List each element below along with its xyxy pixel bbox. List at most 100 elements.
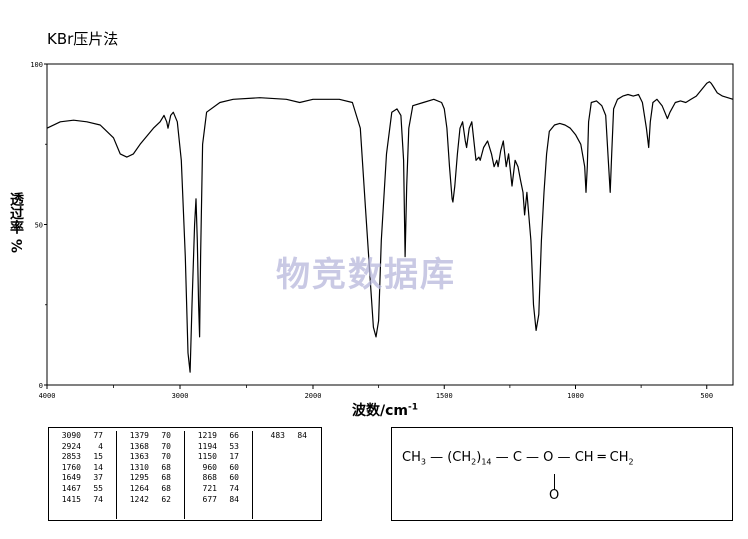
peak-table-row: 677 84: [185, 495, 252, 506]
peak-wavenumber: 1649: [61, 473, 81, 483]
spectrum-series: [46, 81, 734, 373]
peak-table-row: 1295 68: [117, 473, 184, 484]
bond: —: [557, 450, 571, 465]
peak-wavenumber: 1150: [197, 452, 217, 462]
peak-table-row: 721 74: [185, 484, 252, 495]
peak-wavenumber: 868: [202, 473, 217, 483]
bond: —: [495, 450, 509, 465]
peak-table-column: 1219 66 1194 53 1150 17 960 60 868 60 721 74 677 84: [185, 431, 253, 519]
peak-transmittance: 74: [93, 494, 103, 504]
x-axis-unit-exponent: -1: [408, 402, 418, 413]
y-axis-label: 透过率 %: [8, 192, 28, 254]
vinyl-ch2: CH2: [609, 450, 634, 467]
peak-transmittance: 68: [161, 462, 171, 472]
peak-table-row: 1310 68: [117, 463, 184, 474]
peak-table-column: 1379 70 1368 70 1363 70 1310 68 1295 68 1264 68 1242…: [117, 431, 185, 519]
peak-wavenumber: 1467: [61, 483, 81, 493]
peak-table-column: 3090 77 2924 4 2853 15 1760 14 1649 37 1467 55 1415 7…: [49, 431, 117, 519]
peak-table-row: 1368 70: [117, 442, 184, 453]
peak-wavenumber: 1194: [197, 441, 217, 451]
double-bond: ═: [597, 450, 606, 465]
peak-wavenumber: 677: [202, 494, 217, 504]
peak-table-row: 1363 70: [117, 452, 184, 463]
peak-transmittance: 70: [161, 441, 171, 451]
carbonyl-double-bond: [554, 474, 556, 490]
x-axis-title: 波数/cm: [352, 403, 408, 419]
method-label: KBr压片法: [47, 30, 119, 48]
peak-wavenumber: 1242: [129, 494, 149, 504]
peak-table-row: 1379 70: [117, 431, 184, 442]
x-tick-label: 2000: [305, 392, 322, 400]
peak-table: 3090 77 2924 4 2853 15 1760 14 1649 37 1467 55 1415 7…: [48, 427, 322, 521]
peak-wavenumber: 1310: [129, 462, 149, 472]
peak-transmittance: 84: [297, 431, 307, 440]
watermark: 物竞数据库: [276, 255, 456, 295]
y-tick-label: 0: [39, 382, 43, 390]
peak-wavenumber: 1363: [129, 452, 149, 462]
plot-frame: [46, 63, 734, 386]
peak-wavenumber: 2853: [61, 452, 81, 462]
structure-box: CH3 — (CH2)14 — C — O — CH ═ CH2 O: [391, 427, 733, 521]
y-tick-label: 100: [30, 61, 43, 69]
peak-transmittance: 68: [161, 473, 171, 483]
peak-wavenumber: 960: [202, 462, 217, 472]
peak-transmittance: 53: [229, 441, 239, 451]
peak-transmittance: 37: [93, 473, 103, 483]
structural-formula: CH3 — (CH2)14 — C — O — CH ═ CH2: [402, 450, 634, 467]
peak-transmittance: 74: [229, 483, 239, 493]
peak-table-row: 1150 17: [185, 452, 252, 463]
peak-table-row: 868 60: [185, 473, 252, 484]
peak-table-row: 1219 66: [185, 431, 252, 442]
peak-wavenumber: 721: [202, 483, 217, 493]
y-axis-title: 透过率: [8, 192, 24, 234]
peak-table-row: 1467 55: [49, 484, 116, 495]
peak-wavenumber: 1379: [129, 431, 149, 440]
x-tick-label: 1000: [567, 392, 584, 400]
carbonyl-carbon: C: [512, 450, 522, 465]
peak-transmittance: 15: [93, 452, 103, 462]
carbonyl-oxygen: O: [549, 488, 560, 503]
peak-wavenumber: 1368: [129, 441, 149, 451]
peak-table-row: 1194 53: [185, 442, 252, 453]
peak-transmittance: 55: [93, 483, 103, 493]
peak-transmittance: 60: [229, 462, 239, 472]
x-tick-label: 3000: [172, 392, 189, 400]
peak-table-row: 1415 74: [49, 495, 116, 506]
peak-table-column: 483 84: [253, 431, 321, 519]
peak-table-row: 1242 62: [117, 495, 184, 506]
peak-transmittance: 70: [161, 431, 171, 440]
peak-table-row: 1760 14: [49, 463, 116, 474]
peak-table-row: 1649 37: [49, 473, 116, 484]
peak-transmittance: 62: [161, 494, 171, 504]
peak-wavenumber: 1264: [129, 483, 149, 493]
peak-transmittance: 17: [229, 452, 239, 462]
y-tick-label: 50: [35, 222, 43, 230]
vinyl-ch: CH: [574, 450, 594, 465]
peak-wavenumber: 2924: [61, 441, 81, 451]
x-tick-label: 1500: [436, 392, 453, 400]
methyl-group: CH3: [402, 450, 426, 467]
peak-table-row: 1264 68: [117, 484, 184, 495]
peak-table-row: 483 84: [253, 431, 321, 442]
axis-ticks: 4000 3000 2000 1500 1000 500 0 50 100: [30, 61, 713, 400]
peak-transmittance: 66: [229, 431, 239, 440]
x-tick-label: 4000: [39, 392, 56, 400]
peak-transmittance: 4: [98, 441, 103, 451]
bond: —: [430, 450, 444, 465]
spectrum-line: [46, 81, 734, 373]
peak-transmittance: 14: [93, 462, 103, 472]
peak-wavenumber: 1760: [61, 462, 81, 472]
ester-oxygen: O: [543, 450, 554, 465]
peak-table-row: 2924 4: [49, 442, 116, 453]
peak-wavenumber: 1219: [197, 431, 217, 440]
peak-table-row: 960 60: [185, 463, 252, 474]
plot-border: [46, 63, 734, 386]
peak-wavenumber: 483: [270, 431, 285, 440]
peak-transmittance: 70: [161, 452, 171, 462]
x-tick-label: 500: [700, 392, 713, 400]
peak-transmittance: 84: [229, 494, 239, 504]
methylene-chain: (CH2)14: [447, 450, 492, 467]
peak-transmittance: 77: [93, 431, 103, 440]
peak-transmittance: 68: [161, 483, 171, 493]
ir-spectrum-chart: 4000 3000 2000 1500 1000 500 0 50 100: [30, 61, 734, 400]
